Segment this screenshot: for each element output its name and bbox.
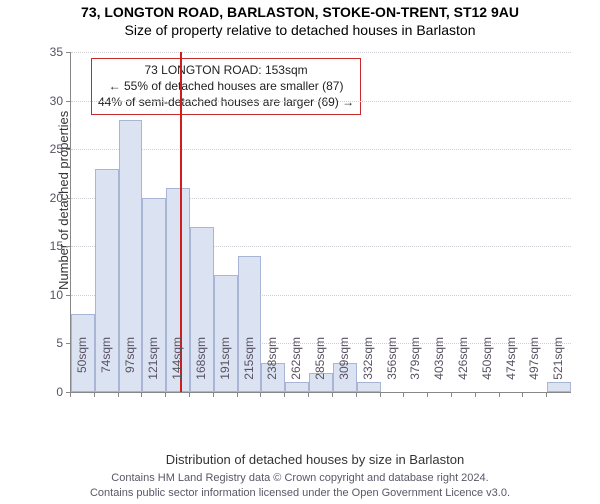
- footer-line2: Contains public sector information licen…: [0, 486, 600, 500]
- annotation-line1: 73 LONGTON ROAD: 153sqm: [98, 62, 354, 78]
- x-tick-mark: [70, 392, 71, 397]
- footer-line1: Contains HM Land Registry data © Crown c…: [0, 471, 600, 485]
- page-title: 73, LONGTON ROAD, BARLASTON, STOKE-ON-TR…: [0, 4, 600, 20]
- x-tick-label: 215sqm: [242, 337, 256, 397]
- x-tick-mark: [118, 392, 119, 397]
- x-tick-mark: [213, 392, 214, 397]
- page-subtitle: Size of property relative to detached ho…: [0, 22, 600, 38]
- x-tick-mark: [332, 392, 333, 397]
- x-tick-label: 379sqm: [408, 337, 422, 397]
- y-tick-label: 15: [33, 239, 63, 253]
- x-tick-mark: [189, 392, 190, 397]
- x-tick-mark: [475, 392, 476, 397]
- x-tick-label: 521sqm: [551, 337, 565, 397]
- x-tick-label: 403sqm: [432, 337, 446, 397]
- x-tick-label: 238sqm: [265, 337, 279, 397]
- y-tick-label: 25: [33, 142, 63, 156]
- x-tick-label: 474sqm: [504, 337, 518, 397]
- x-tick-label: 450sqm: [480, 337, 494, 397]
- x-tick-label: 191sqm: [218, 337, 232, 397]
- x-tick-label: 285sqm: [313, 337, 327, 397]
- x-tick-mark: [522, 392, 523, 397]
- y-tick-mark: [66, 52, 71, 53]
- y-tick-label: 0: [33, 385, 63, 399]
- x-tick-mark: [546, 392, 547, 397]
- y-tick-label: 20: [33, 191, 63, 205]
- annotation-line2: ← 55% of detached houses are smaller (87…: [98, 78, 354, 94]
- x-tick-label: 168sqm: [194, 337, 208, 397]
- gridline: [71, 52, 571, 53]
- x-tick-label: 144sqm: [170, 337, 184, 397]
- x-tick-mark: [260, 392, 261, 397]
- x-axis-label: Distribution of detached houses by size …: [50, 452, 580, 467]
- x-tick-mark: [427, 392, 428, 397]
- gridline: [71, 101, 571, 102]
- y-tick-mark: [66, 149, 71, 150]
- chart-container: Number of detached properties 73 LONGTON…: [50, 52, 580, 432]
- x-tick-label: 121sqm: [146, 337, 160, 397]
- x-tick-mark: [356, 392, 357, 397]
- y-tick-mark: [66, 295, 71, 296]
- x-tick-mark: [237, 392, 238, 397]
- x-tick-label: 426sqm: [456, 337, 470, 397]
- x-tick-mark: [308, 392, 309, 397]
- y-tick-mark: [66, 246, 71, 247]
- gridline: [71, 149, 571, 150]
- x-tick-mark: [380, 392, 381, 397]
- x-tick-label: 356sqm: [385, 337, 399, 397]
- x-tick-mark: [284, 392, 285, 397]
- y-tick-label: 5: [33, 336, 63, 350]
- x-tick-mark: [499, 392, 500, 397]
- y-tick-mark: [66, 101, 71, 102]
- x-tick-label: 97sqm: [123, 337, 137, 397]
- x-tick-mark: [403, 392, 404, 397]
- annotation-line3: 44% of semi-detached houses are larger (…: [98, 94, 354, 110]
- x-tick-label: 332sqm: [361, 337, 375, 397]
- footer: Contains HM Land Registry data © Crown c…: [0, 471, 600, 500]
- y-tick-mark: [66, 198, 71, 199]
- x-tick-label: 262sqm: [289, 337, 303, 397]
- x-tick-label: 50sqm: [75, 337, 89, 397]
- y-tick-label: 30: [33, 94, 63, 108]
- x-tick-label: 74sqm: [99, 337, 113, 397]
- x-tick-mark: [451, 392, 452, 397]
- x-tick-mark: [94, 392, 95, 397]
- x-tick-mark: [141, 392, 142, 397]
- annotation-box: 73 LONGTON ROAD: 153sqm ← 55% of detache…: [91, 58, 361, 115]
- y-tick-label: 35: [33, 45, 63, 59]
- x-tick-label: 309sqm: [337, 337, 351, 397]
- x-tick-mark: [165, 392, 166, 397]
- y-tick-label: 10: [33, 288, 63, 302]
- x-tick-label: 497sqm: [527, 337, 541, 397]
